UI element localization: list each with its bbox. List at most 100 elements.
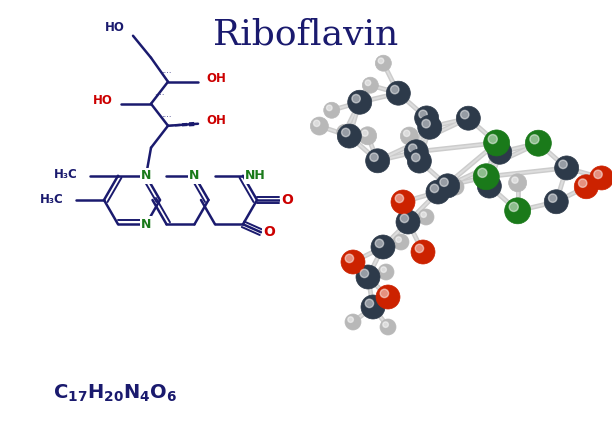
Circle shape: [329, 108, 337, 116]
Circle shape: [488, 140, 512, 164]
Circle shape: [368, 303, 380, 315]
Text: Riboflavin: Riboflavin: [214, 17, 398, 51]
Circle shape: [526, 131, 550, 155]
Circle shape: [483, 130, 510, 156]
Circle shape: [313, 120, 320, 127]
Circle shape: [380, 319, 396, 335]
Circle shape: [554, 156, 578, 180]
Circle shape: [340, 127, 345, 133]
Circle shape: [492, 144, 501, 153]
Circle shape: [341, 128, 350, 137]
Circle shape: [380, 289, 389, 297]
Circle shape: [403, 130, 410, 136]
Text: N: N: [141, 169, 151, 182]
Circle shape: [509, 174, 527, 192]
Circle shape: [396, 237, 401, 242]
Circle shape: [509, 202, 518, 212]
Circle shape: [474, 165, 498, 189]
Circle shape: [376, 285, 400, 309]
Circle shape: [385, 324, 393, 332]
Circle shape: [443, 181, 455, 194]
Circle shape: [506, 199, 529, 223]
Circle shape: [395, 194, 403, 203]
Circle shape: [463, 114, 476, 126]
Circle shape: [365, 80, 371, 85]
Circle shape: [310, 117, 329, 135]
Circle shape: [477, 174, 501, 198]
Circle shape: [482, 178, 490, 187]
Text: $\mathbf{C_{17}H_{20}N_4O_6}$: $\mathbf{C_{17}H_{20}N_4O_6}$: [53, 382, 177, 404]
Circle shape: [375, 239, 384, 248]
Circle shape: [391, 190, 415, 214]
Circle shape: [337, 124, 353, 140]
Circle shape: [581, 183, 594, 195]
Circle shape: [510, 203, 518, 211]
Circle shape: [548, 194, 557, 202]
Circle shape: [341, 130, 349, 137]
Circle shape: [382, 322, 389, 327]
Text: N: N: [189, 169, 200, 182]
Circle shape: [378, 264, 394, 280]
Circle shape: [544, 190, 569, 214]
Circle shape: [365, 299, 373, 308]
Circle shape: [440, 178, 448, 187]
Circle shape: [478, 168, 487, 177]
Circle shape: [411, 153, 420, 162]
Circle shape: [589, 166, 612, 190]
Circle shape: [433, 188, 445, 200]
Circle shape: [574, 175, 599, 199]
Circle shape: [350, 319, 358, 327]
Circle shape: [425, 123, 437, 135]
Circle shape: [514, 180, 523, 189]
Circle shape: [365, 149, 390, 173]
Circle shape: [411, 147, 424, 159]
Circle shape: [512, 206, 526, 219]
Circle shape: [370, 153, 378, 162]
Text: HO: HO: [105, 21, 125, 34]
Circle shape: [364, 133, 373, 142]
Circle shape: [436, 174, 460, 198]
Circle shape: [371, 235, 395, 259]
Circle shape: [375, 55, 391, 71]
Circle shape: [316, 123, 325, 132]
Text: ····: ····: [161, 69, 171, 78]
Circle shape: [492, 139, 504, 151]
Circle shape: [400, 127, 419, 145]
Circle shape: [418, 115, 442, 139]
Circle shape: [348, 317, 353, 323]
Circle shape: [408, 149, 431, 173]
Circle shape: [393, 234, 409, 250]
Circle shape: [451, 182, 457, 187]
Circle shape: [363, 273, 375, 285]
Circle shape: [361, 295, 385, 319]
Circle shape: [512, 177, 518, 183]
Circle shape: [403, 218, 415, 230]
Circle shape: [367, 82, 375, 91]
Text: ····: ····: [161, 113, 171, 122]
Circle shape: [406, 133, 415, 142]
Circle shape: [594, 170, 602, 178]
Text: O: O: [281, 193, 293, 207]
Circle shape: [418, 209, 434, 225]
Circle shape: [534, 139, 545, 151]
Circle shape: [597, 174, 609, 186]
Circle shape: [390, 85, 399, 94]
Circle shape: [378, 243, 390, 255]
Circle shape: [423, 214, 431, 222]
Circle shape: [415, 244, 424, 252]
Circle shape: [398, 198, 410, 210]
Circle shape: [405, 140, 428, 164]
Circle shape: [453, 184, 461, 192]
Circle shape: [383, 293, 395, 305]
Circle shape: [414, 157, 427, 169]
Circle shape: [530, 135, 539, 144]
Circle shape: [408, 144, 417, 152]
Circle shape: [327, 105, 332, 110]
Circle shape: [461, 110, 469, 119]
Circle shape: [324, 102, 340, 118]
Circle shape: [381, 267, 386, 272]
Circle shape: [479, 169, 487, 177]
Circle shape: [488, 134, 498, 144]
Circle shape: [531, 136, 539, 144]
Circle shape: [360, 269, 368, 278]
